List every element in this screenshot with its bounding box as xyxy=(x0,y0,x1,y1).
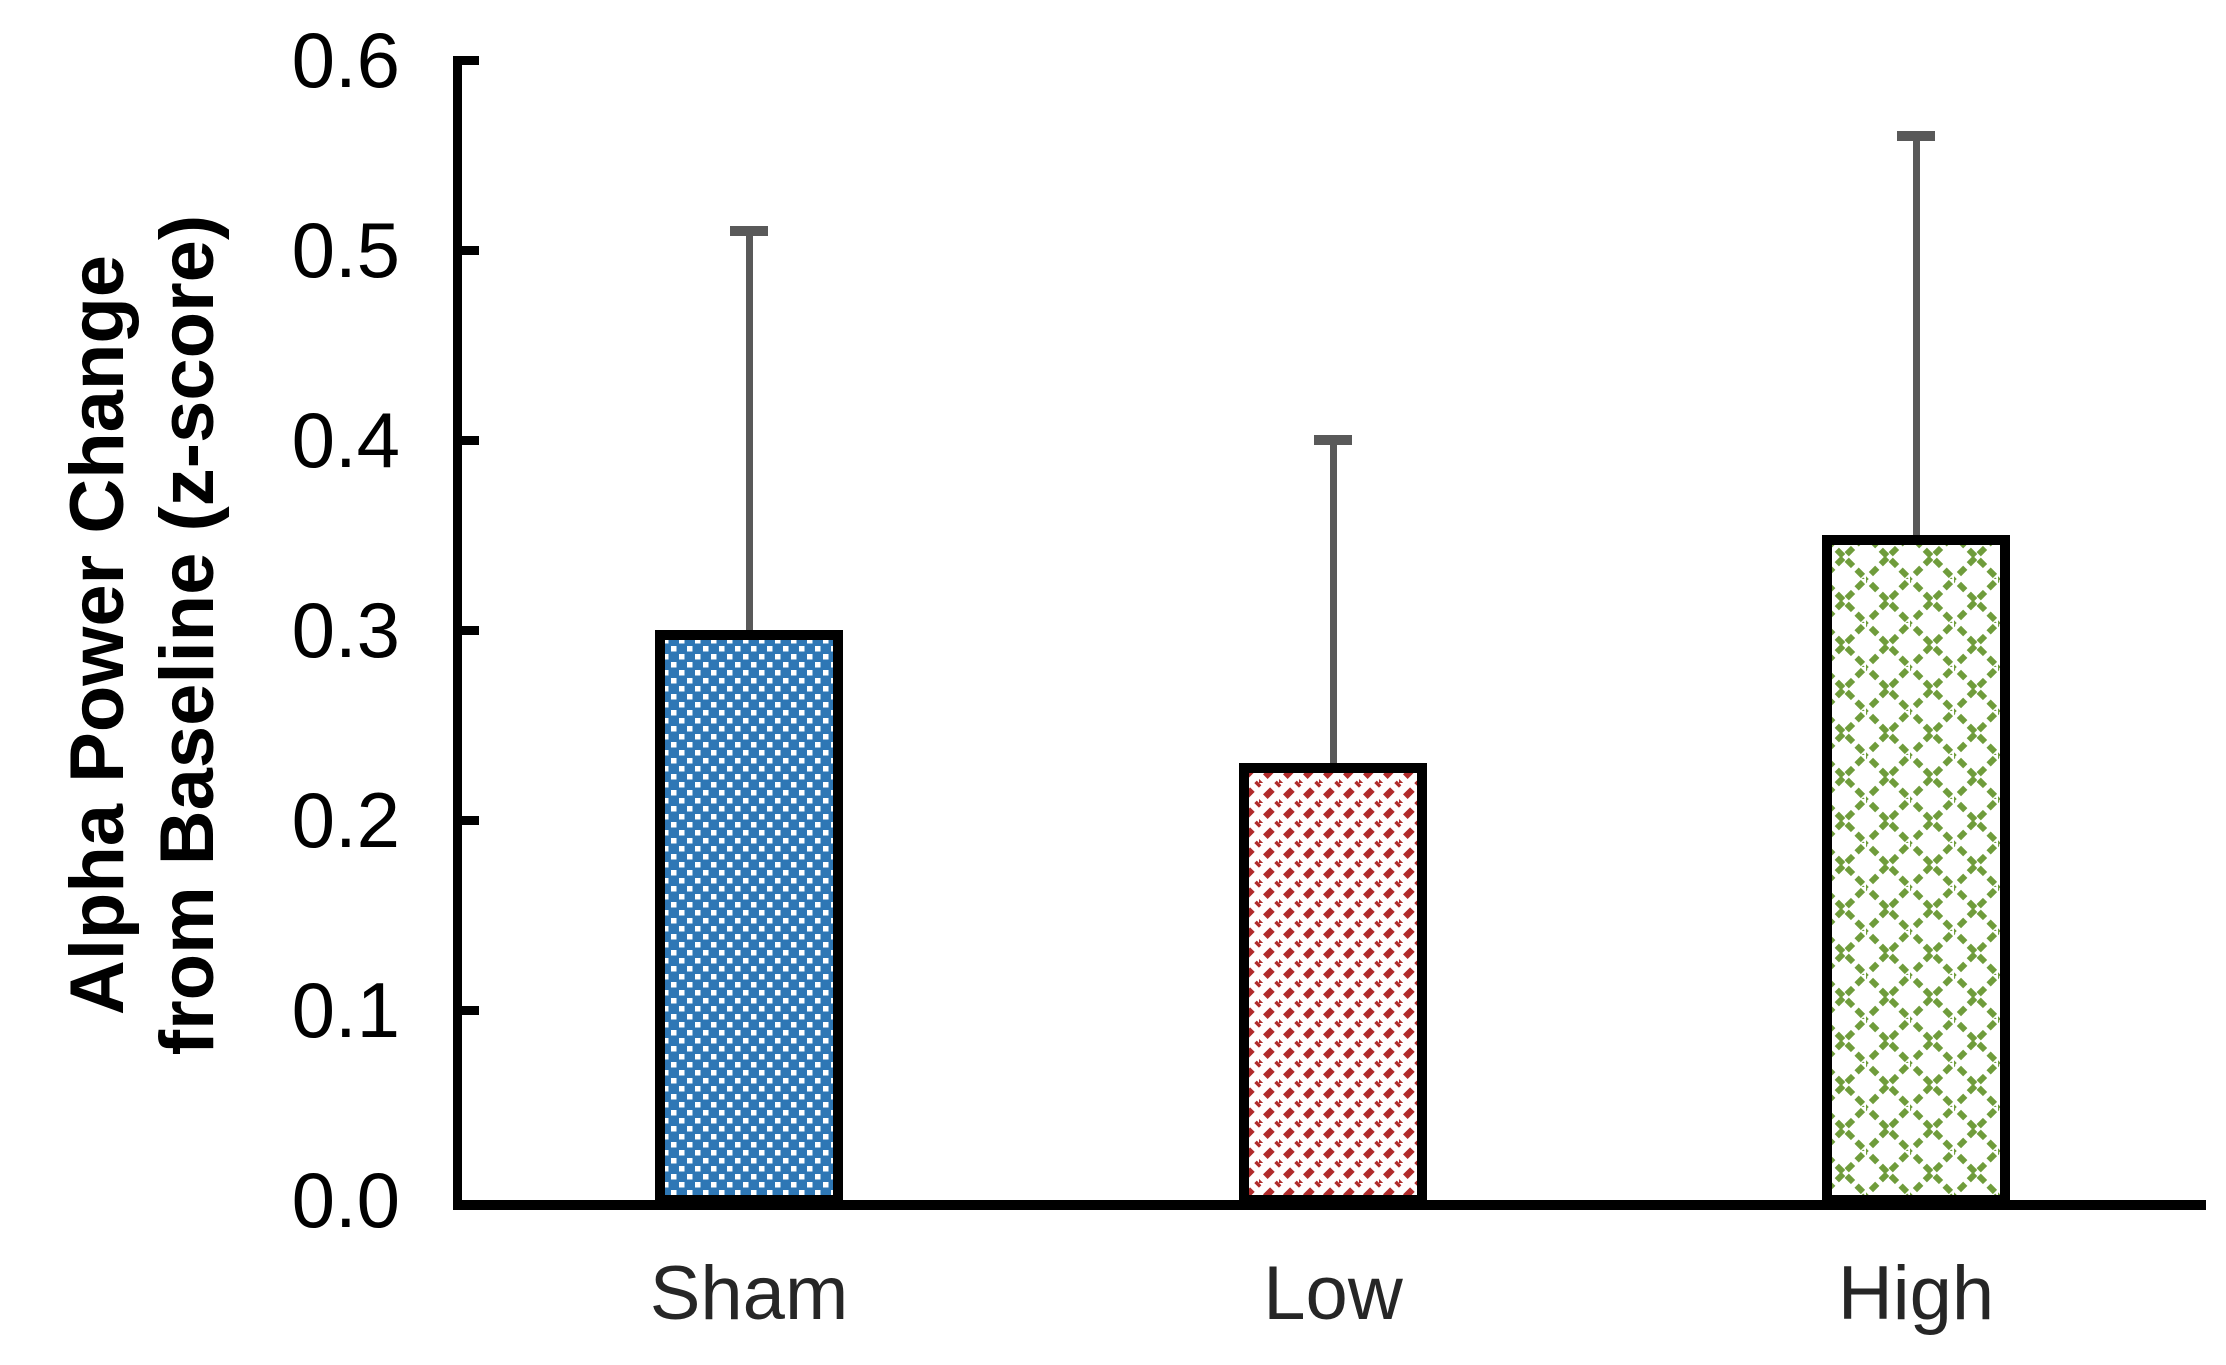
error-bar-whisker xyxy=(746,231,753,642)
x-category-label-low: Low xyxy=(1263,1251,1403,1336)
y-tick-mark xyxy=(462,56,479,65)
y-tick-label: 0.3 xyxy=(291,586,400,674)
y-tick-mark xyxy=(462,626,479,635)
y-axis-line xyxy=(453,56,462,1210)
bar-low xyxy=(1239,763,1427,1205)
y-tick-label: 0.6 xyxy=(291,16,400,104)
y-axis-title-line1: Alpha Power Change xyxy=(55,254,140,1016)
y-tick-mark xyxy=(462,436,479,445)
y-tick-mark xyxy=(462,246,479,255)
y-tick-label: 0.5 xyxy=(291,206,400,294)
x-axis-line xyxy=(453,1200,2206,1210)
y-tick-mark xyxy=(462,816,479,825)
error-bar-cap xyxy=(730,226,768,236)
error-bar-cap xyxy=(1314,435,1352,445)
y-tick-label: 0.0 xyxy=(291,1156,400,1244)
y-tick-label: 0.4 xyxy=(291,396,400,484)
error-bar-whisker xyxy=(1913,136,1920,547)
bar-sham xyxy=(655,630,843,1205)
x-category-label-sham: Sham xyxy=(649,1251,849,1336)
y-tick-label: 0.2 xyxy=(291,776,400,864)
error-bar-cap xyxy=(1897,131,1935,141)
y-tick-mark xyxy=(462,1006,479,1015)
error-bar-whisker xyxy=(1330,440,1337,775)
x-category-label-high: High xyxy=(1837,1251,1995,1336)
y-tick-label: 0.1 xyxy=(291,966,400,1054)
bar-high xyxy=(1822,535,2010,1205)
